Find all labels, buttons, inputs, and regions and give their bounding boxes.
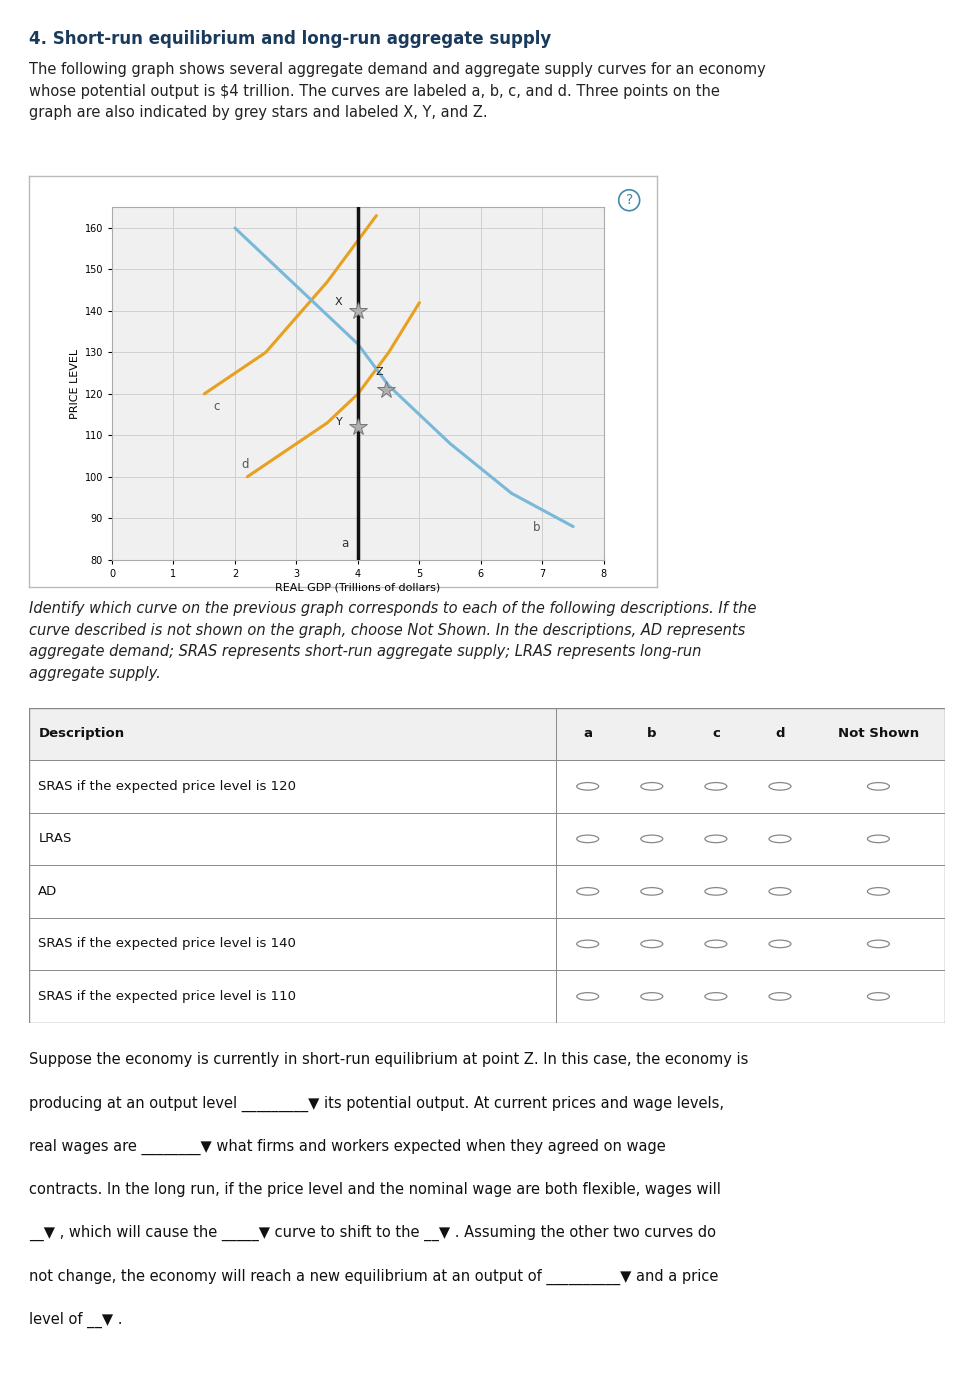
- Text: AD: AD: [38, 884, 57, 898]
- Text: X: X: [335, 297, 343, 307]
- Bar: [29, 918, 945, 970]
- Text: Identify which curve on the previous graph corresponds to each of the following : Identify which curve on the previous gra…: [29, 601, 757, 681]
- Text: SRAS if the expected price level is 120: SRAS if the expected price level is 120: [38, 779, 296, 793]
- Text: Not Shown: Not Shown: [838, 727, 918, 741]
- Text: Z: Z: [375, 368, 383, 377]
- Text: c: c: [712, 727, 720, 741]
- Text: LRAS: LRAS: [38, 832, 72, 846]
- Text: d: d: [775, 727, 785, 741]
- Text: a: a: [583, 727, 592, 741]
- Text: b: b: [647, 727, 656, 741]
- Text: Suppose the economy is currently in short-run equilibrium at point Z. In this ca: Suppose the economy is currently in shor…: [29, 1052, 749, 1067]
- Text: contracts. In the long run, if the price level and the nominal wage are both fle: contracts. In the long run, if the price…: [29, 1182, 721, 1197]
- Text: level of __▼ .: level of __▼ .: [29, 1312, 123, 1328]
- Text: SRAS if the expected price level is 110: SRAS if the expected price level is 110: [38, 990, 296, 1003]
- Bar: [29, 708, 945, 760]
- Text: Description: Description: [38, 727, 125, 741]
- Text: not change, the economy will reach a new equilibrium at an output of __________▼: not change, the economy will reach a new…: [29, 1269, 719, 1285]
- Text: c: c: [213, 401, 220, 413]
- Text: real wages are ________▼ what firms and workers expected when they agreed on wag: real wages are ________▼ what firms and …: [29, 1139, 666, 1155]
- Text: a: a: [341, 538, 348, 550]
- X-axis label: REAL GDP (Trillions of dollars): REAL GDP (Trillions of dollars): [276, 583, 440, 593]
- Bar: [29, 813, 945, 865]
- Text: The following graph shows several aggregate demand and aggregate supply curves f: The following graph shows several aggreg…: [29, 62, 766, 120]
- Bar: [29, 760, 945, 813]
- Bar: [29, 970, 945, 1023]
- Text: b: b: [533, 521, 541, 533]
- Text: d: d: [242, 459, 248, 471]
- Text: Y: Y: [336, 417, 343, 427]
- Text: 4. Short-run equilibrium and long-run aggregate supply: 4. Short-run equilibrium and long-run ag…: [29, 30, 551, 48]
- Text: SRAS if the expected price level is 140: SRAS if the expected price level is 140: [38, 937, 296, 951]
- Bar: [29, 865, 945, 918]
- Text: producing at an output level _________▼ its potential output. At current prices : producing at an output level _________▼ …: [29, 1096, 725, 1111]
- Text: __▼ , which will cause the _____▼ curve to shift to the __▼ . Assuming the other: __▼ , which will cause the _____▼ curve …: [29, 1226, 716, 1241]
- Y-axis label: PRICE LEVEL: PRICE LEVEL: [70, 348, 80, 419]
- Text: ?: ?: [625, 193, 633, 207]
